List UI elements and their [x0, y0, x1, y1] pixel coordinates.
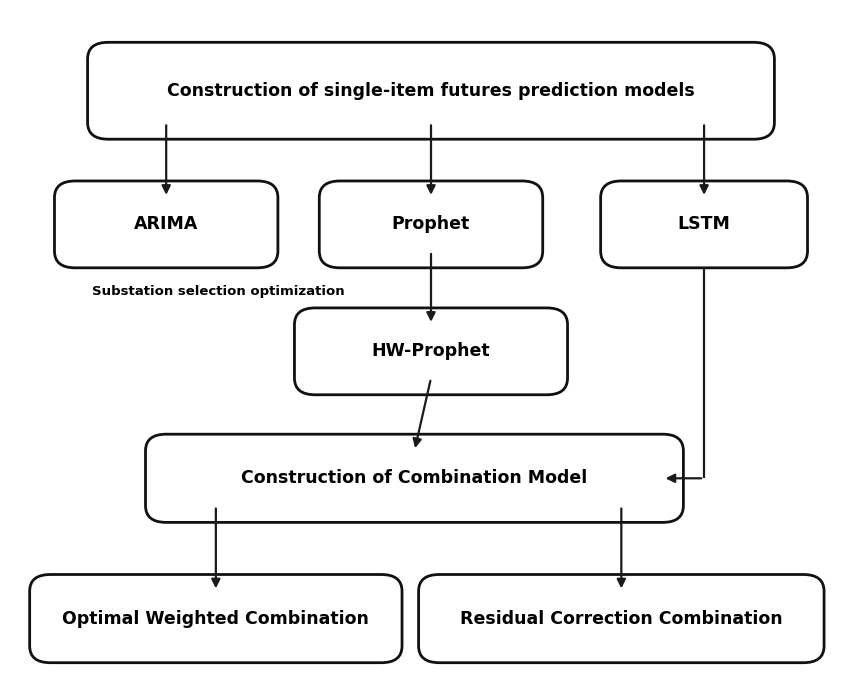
Text: Prophet: Prophet	[392, 215, 469, 233]
Text: Substation selection optimization: Substation selection optimization	[91, 285, 344, 298]
Text: Residual Correction Combination: Residual Correction Combination	[460, 610, 782, 628]
FancyBboxPatch shape	[319, 181, 542, 268]
Text: ARIMA: ARIMA	[133, 215, 198, 233]
Text: Construction of Combination Model: Construction of Combination Model	[241, 469, 587, 487]
Text: Construction of single-item futures prediction models: Construction of single-item futures pred…	[167, 81, 694, 100]
Text: Optimal Weighted Combination: Optimal Weighted Combination	[62, 610, 369, 628]
FancyBboxPatch shape	[54, 181, 277, 268]
Text: HW-Prophet: HW-Prophet	[371, 342, 490, 361]
FancyBboxPatch shape	[88, 42, 773, 139]
FancyBboxPatch shape	[146, 434, 683, 523]
Text: LSTM: LSTM	[677, 215, 729, 233]
FancyBboxPatch shape	[29, 574, 401, 663]
FancyBboxPatch shape	[600, 181, 807, 268]
FancyBboxPatch shape	[294, 308, 567, 395]
FancyBboxPatch shape	[418, 574, 823, 663]
